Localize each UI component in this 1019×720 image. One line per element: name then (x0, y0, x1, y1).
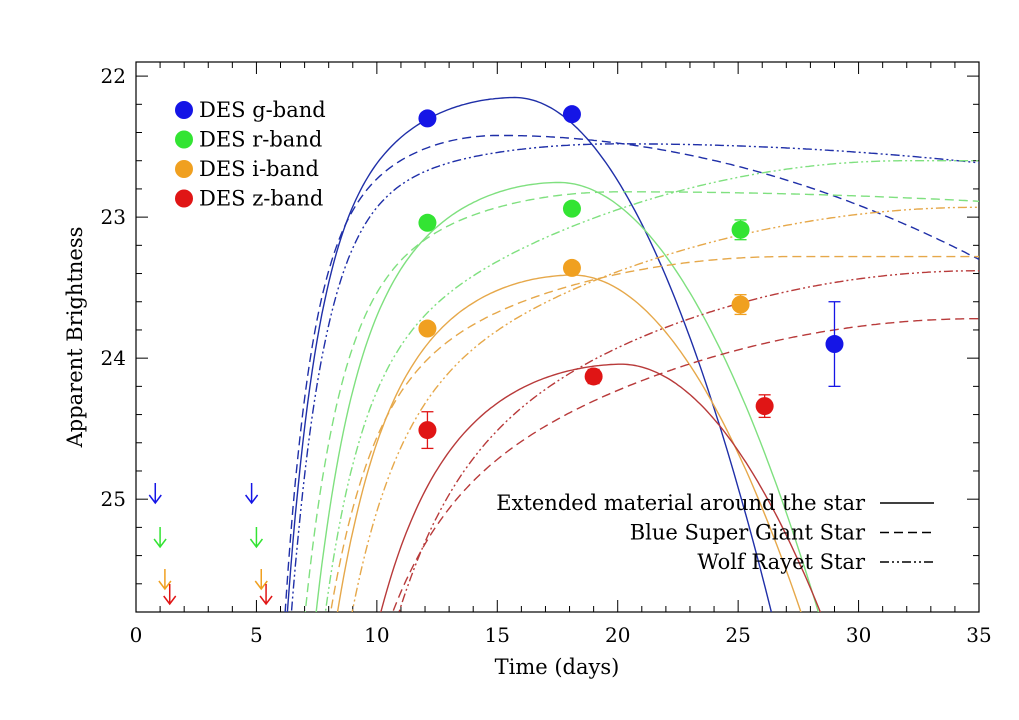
upper-limit-arrow (254, 569, 268, 591)
model-curve-g-band (284, 134, 979, 612)
x-tick-label: 30 (846, 623, 871, 647)
upper-limit-arrow (163, 584, 177, 606)
model-legend-label: Wolf Rayet Star (697, 550, 866, 574)
y-axis-ticks: 22 23 24 25 (101, 64, 979, 613)
x-tick-label: 25 (725, 623, 750, 647)
y-axis-label: Apparent Brightness (63, 227, 87, 449)
y-tick-label: 25 (101, 487, 126, 511)
model-legend: Extended material around the star Blue Su… (496, 491, 934, 574)
x-tick-label: 0 (130, 623, 143, 647)
data-point (731, 295, 750, 314)
y-tick-label: 22 (101, 64, 126, 88)
band-legend: DES g-band DES r-band DES i-band DES z-band (175, 98, 326, 211)
upper-limit-arrows (148, 483, 273, 606)
model-legend-label: Extended material around the star (496, 491, 866, 515)
upper-limit-arrow (148, 483, 162, 505)
data-point (584, 367, 603, 386)
model-curve-z-band (398, 270, 979, 612)
model-curve-i-band (329, 255, 979, 612)
data-point (562, 258, 581, 277)
data-point (418, 421, 437, 440)
x-tick-label: 15 (485, 623, 510, 647)
data-point (418, 319, 437, 338)
y-tick-label: 24 (101, 346, 126, 370)
data-point (562, 105, 581, 124)
model-curve-i-band (336, 274, 802, 612)
legend-marker (175, 189, 193, 208)
model-curve-r-band (324, 160, 979, 612)
data-point (418, 109, 437, 128)
data-point (825, 335, 844, 354)
legend-label: DES i-band (199, 157, 319, 181)
x-tick-label: 20 (605, 623, 630, 647)
legend-marker (175, 101, 193, 119)
y-tick-label: 23 (101, 205, 126, 229)
model-curves (284, 96, 979, 612)
model-curve-i-band (351, 206, 979, 612)
upper-limit-arrow (245, 483, 259, 505)
x-axis-label: Time (days) (495, 655, 620, 679)
data-point (731, 220, 750, 239)
legend-marker (175, 160, 193, 178)
upper-limit-arrow (249, 527, 264, 549)
model-legend-label: Blue Super Giant Star (630, 521, 866, 545)
upper-limit-arrow (158, 569, 172, 591)
x-tick-label: 35 (966, 623, 991, 647)
model-curve-r-band (315, 181, 820, 612)
legend-label: DES r-band (199, 128, 322, 152)
upper-limit-arrow (259, 584, 273, 606)
data-point (418, 213, 437, 232)
data-point (755, 397, 774, 416)
legend-marker (175, 130, 193, 149)
legend-label: DES z-band (199, 187, 323, 211)
data-points (418, 105, 844, 450)
plot-frame (135, 61, 980, 613)
data-point (562, 199, 581, 218)
model-curve-g-band (286, 96, 773, 612)
upper-limit-arrow (153, 527, 167, 549)
legend-label: DES g-band (199, 98, 326, 122)
model-curve-r-band (304, 191, 979, 612)
model-curve-z-band (392, 318, 979, 612)
model-curve-z-band (380, 363, 822, 612)
x-tick-label: 5 (250, 623, 263, 647)
x-tick-label: 10 (364, 623, 389, 647)
model-curve-g-band (290, 143, 979, 612)
